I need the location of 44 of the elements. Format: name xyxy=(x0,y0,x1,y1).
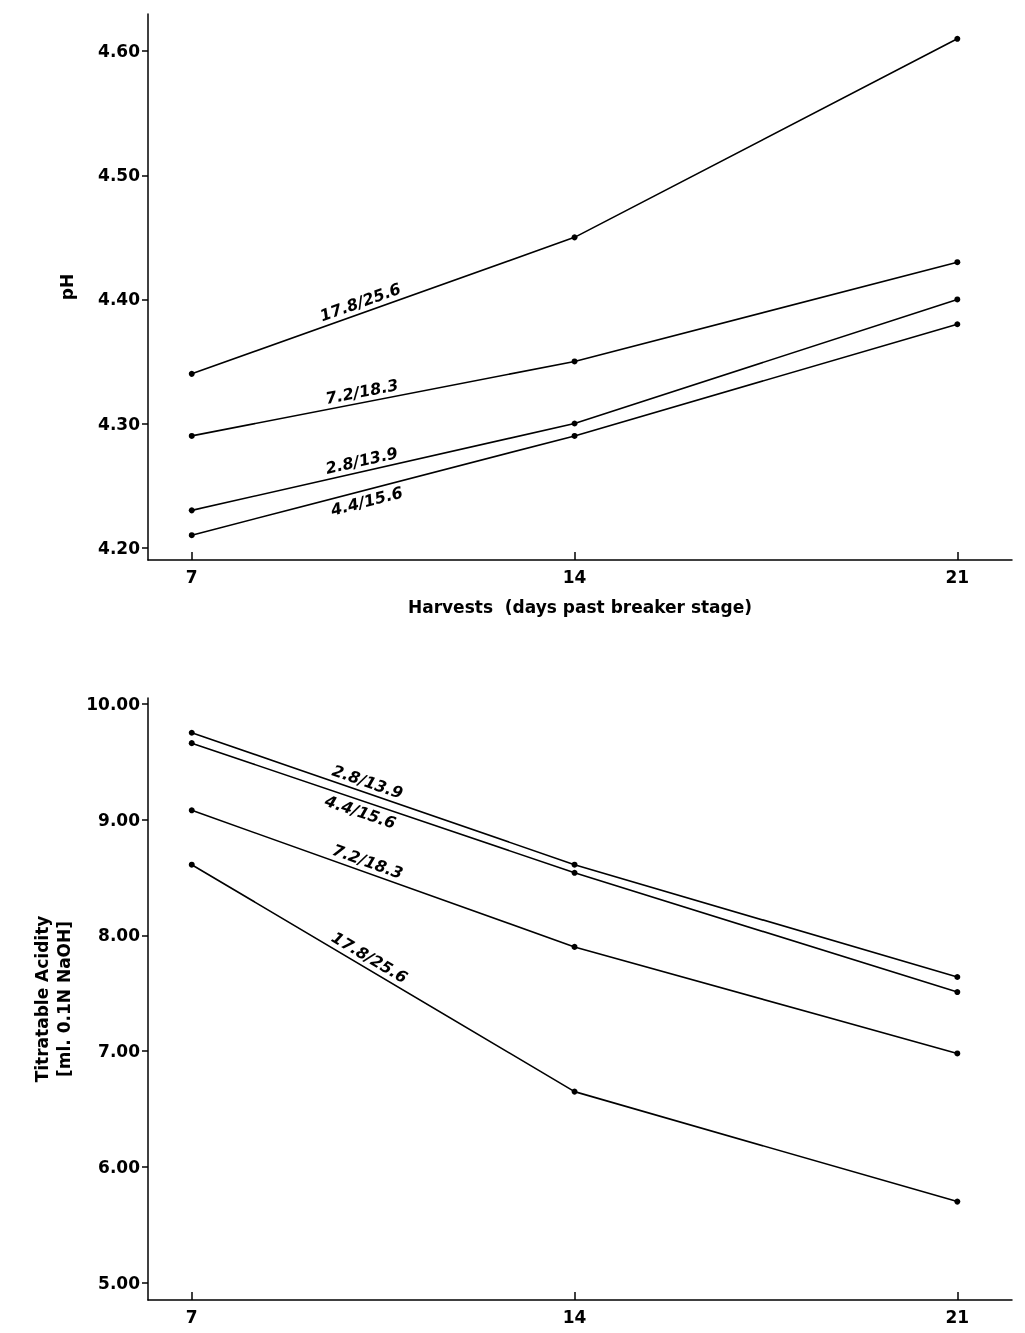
text: 7.2/18.3 xyxy=(323,375,400,408)
point xyxy=(571,869,578,876)
y-tick-label: 7.00 xyxy=(98,1041,141,1062)
point xyxy=(571,358,578,365)
point xyxy=(954,321,961,328)
x-tick-label: 7 xyxy=(185,1306,198,1327)
point xyxy=(188,507,195,514)
y-axis-title: Titratable Acidity [ml. 0.1N NaOH] xyxy=(32,915,75,1083)
x-tick-label: 21 xyxy=(945,566,970,587)
point xyxy=(571,432,578,439)
y-tick-label: 4.40 xyxy=(98,289,141,310)
y-tick-label: 10.00 xyxy=(86,693,141,714)
y-tick-label: 4.50 xyxy=(98,165,141,186)
point xyxy=(188,740,195,747)
y-tick-label: 9.00 xyxy=(98,809,141,830)
point xyxy=(188,532,195,539)
point xyxy=(954,259,961,266)
point xyxy=(954,1198,961,1205)
point xyxy=(954,974,961,980)
point xyxy=(188,729,195,736)
point xyxy=(571,943,578,950)
point xyxy=(954,296,961,303)
x-tick-label: 21 xyxy=(945,1306,970,1327)
point xyxy=(188,370,195,377)
y-tick-label: 8.00 xyxy=(98,925,141,946)
point xyxy=(954,35,961,42)
point xyxy=(954,1050,961,1057)
y-tick-label: 4.20 xyxy=(98,537,141,558)
text: 2.8/13.9 xyxy=(323,443,400,478)
y-tick-label: 5.00 xyxy=(98,1272,141,1293)
point xyxy=(571,420,578,427)
y-tick-label: 4.60 xyxy=(98,41,141,62)
point xyxy=(188,432,195,439)
x-tick-label: 14 xyxy=(562,1306,587,1327)
y-tick-label: 6.00 xyxy=(98,1156,141,1177)
point xyxy=(954,989,961,996)
y-axis-title: pH xyxy=(57,273,77,301)
point xyxy=(571,861,578,868)
x-tick-label: 14 xyxy=(562,566,587,587)
y-tick-label: 4.30 xyxy=(98,413,141,434)
point xyxy=(188,807,195,814)
x-axis-title: Harvests (days past breaker stage) xyxy=(407,596,753,617)
point xyxy=(188,861,195,868)
x-tick-label: 7 xyxy=(185,566,198,587)
